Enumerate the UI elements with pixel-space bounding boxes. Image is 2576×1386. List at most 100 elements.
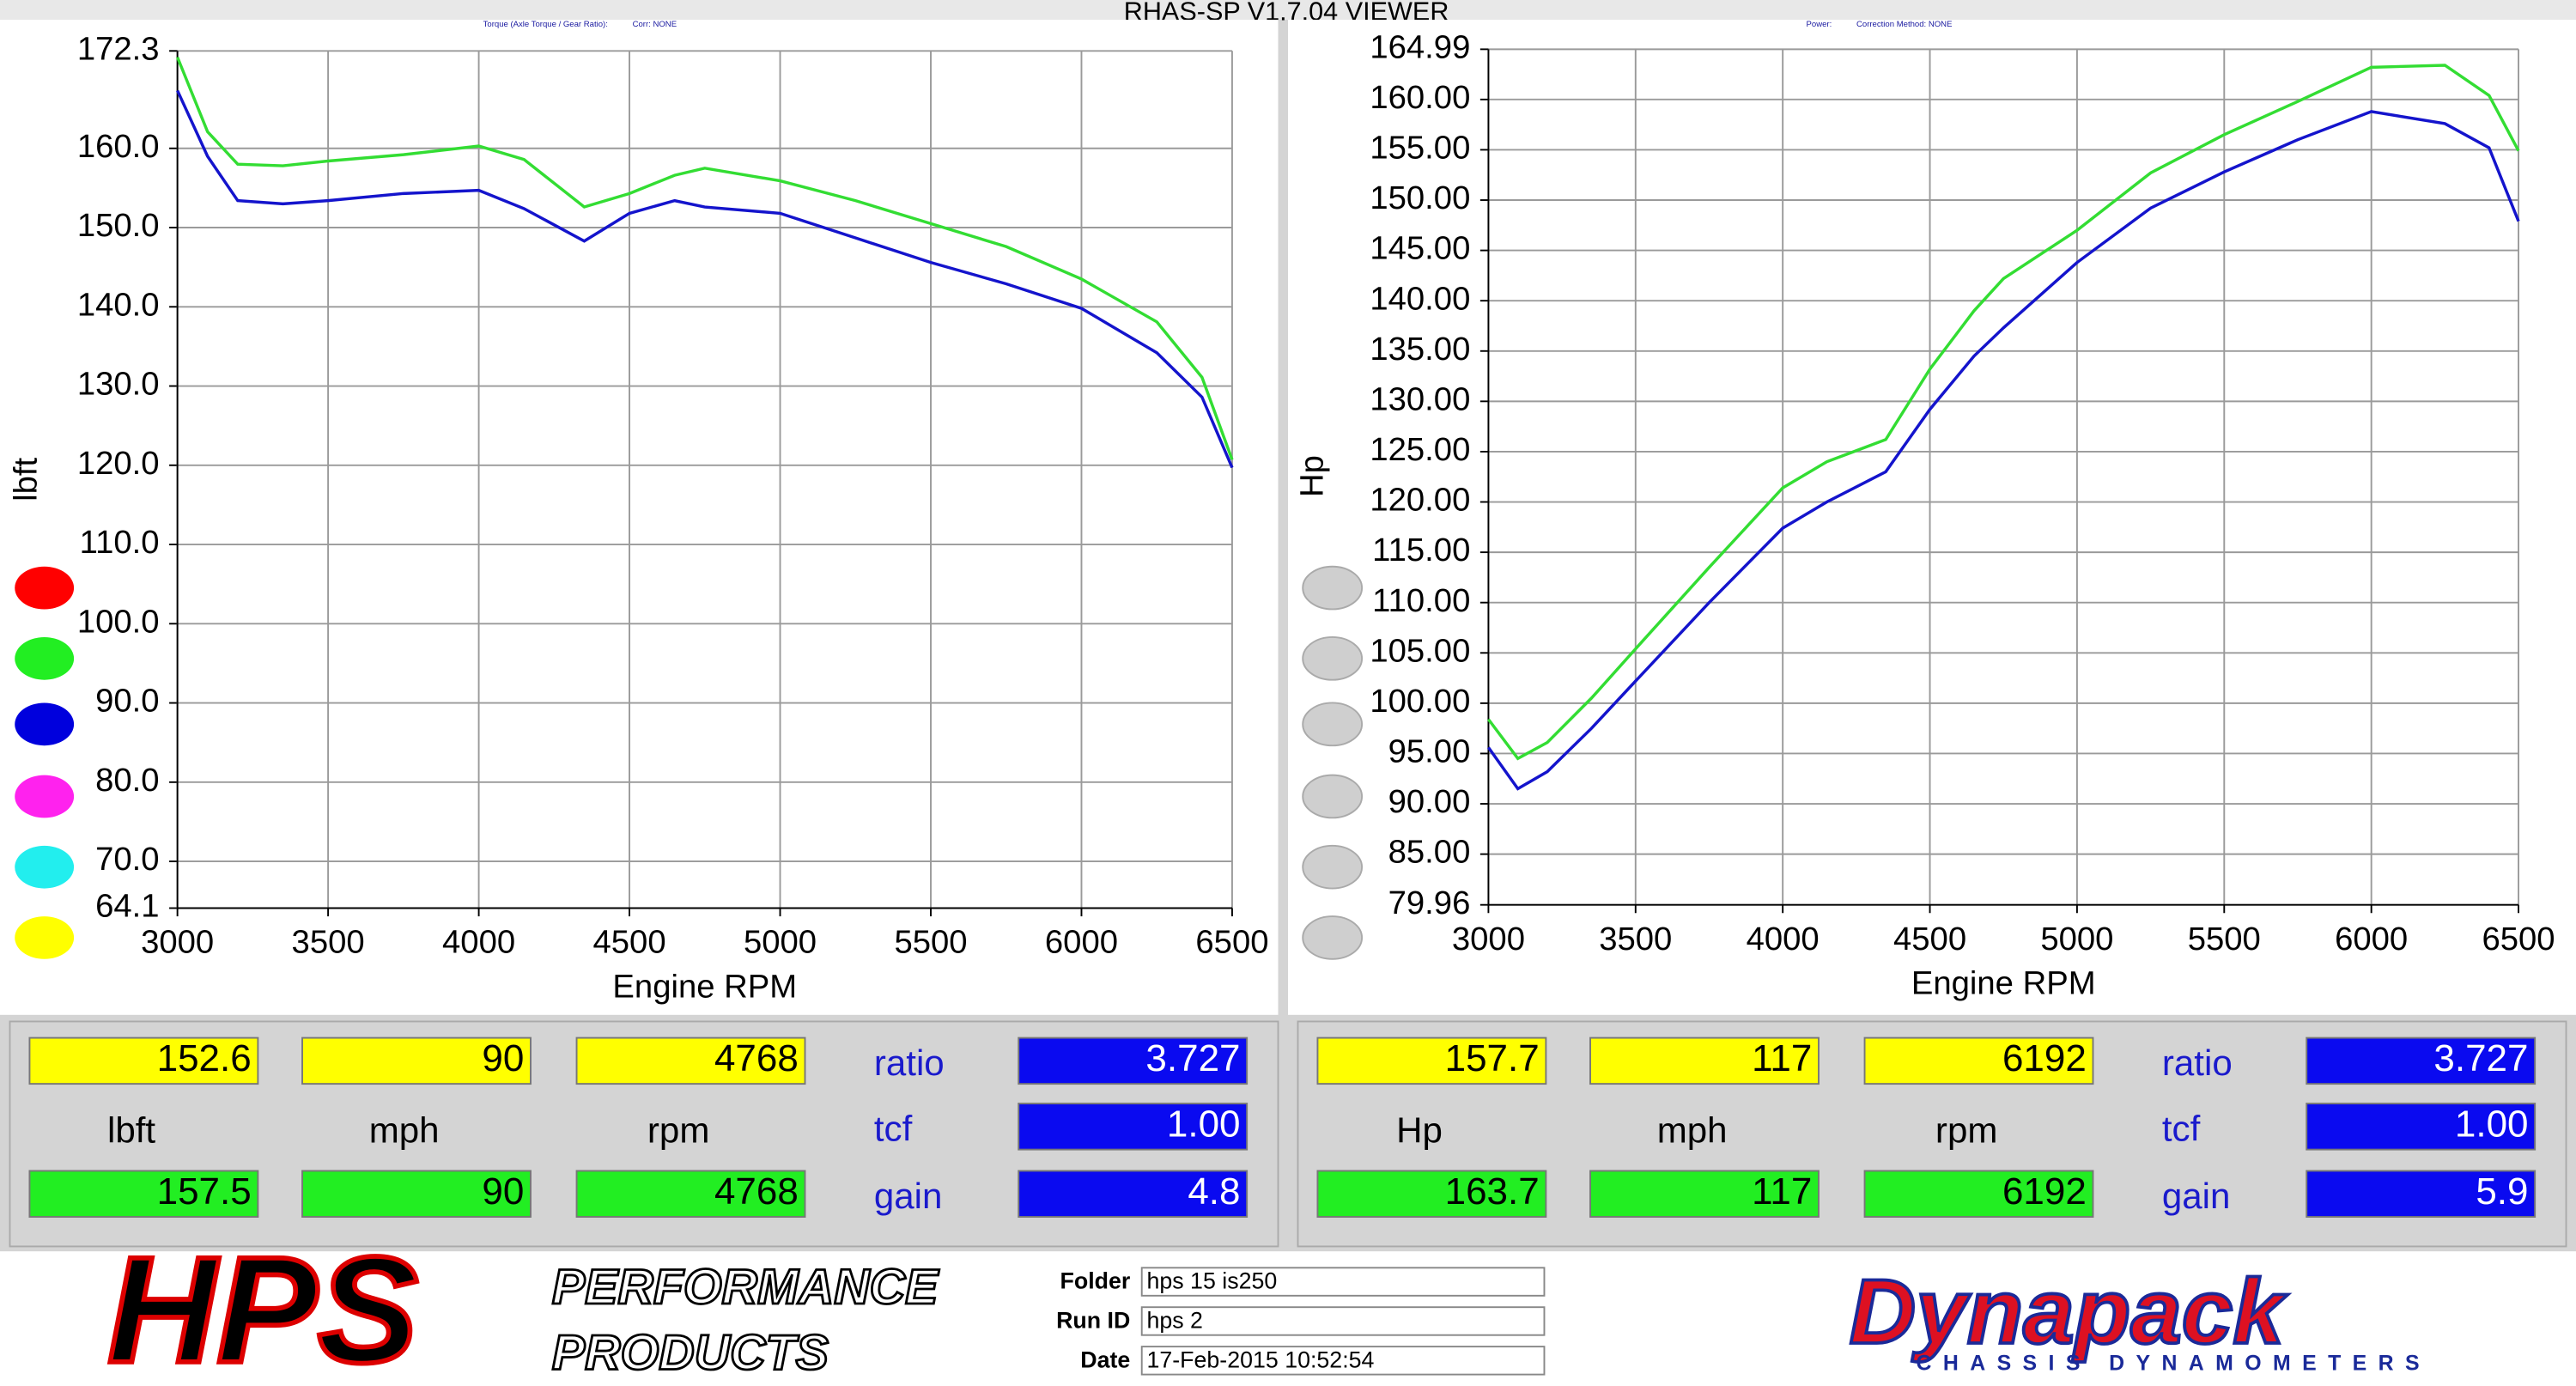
y-tick-label: 172.3 (77, 30, 160, 67)
readout-frame (1297, 1020, 2567, 1248)
readout-value: 157.7 (1445, 1037, 1540, 1079)
field-value: 17-Feb-2015 10:52:54 (1146, 1346, 1374, 1372)
legend-dot[interactable] (1302, 774, 1364, 819)
series-line (176, 57, 1234, 460)
legend-dot[interactable] (1302, 844, 1364, 890)
y-tick-label: 135.00 (1370, 331, 1470, 368)
param-value: 1.00 (2455, 1103, 2529, 1145)
legend-dot[interactable] (15, 566, 75, 610)
readout-value: 163.7 (1445, 1170, 1540, 1213)
readout-value: 117 (1752, 1037, 1812, 1079)
readout-box (1316, 1170, 1547, 1218)
readout-box (1863, 1036, 2094, 1085)
param-box (1018, 1103, 1249, 1151)
x-axis-label: Engine RPM (1911, 965, 2096, 1002)
y-tick-label: 120.0 (77, 445, 160, 482)
field-label: Run ID (1056, 1308, 1130, 1334)
chart: Power: Correction Method: NONE 79.96 85.00 9… (1294, 20, 2555, 1001)
y-tick-label: 145.00 (1370, 230, 1470, 267)
param-value: 3.727 (2433, 1037, 2528, 1079)
y-tick-label: 95.00 (1388, 733, 1471, 770)
field-label: Folder (1060, 1268, 1131, 1294)
field-box (1140, 1267, 1546, 1297)
series-line (176, 89, 1234, 469)
param-label: gain (2162, 1176, 2231, 1216)
brand: Dynapack (1850, 1260, 2289, 1363)
param-label: gain (874, 1176, 943, 1216)
y-tick-label: 105.00 (1370, 632, 1470, 669)
logo: HPS (107, 1226, 418, 1386)
param-box (2306, 1103, 2537, 1151)
param-box (1018, 1036, 1249, 1085)
x-tick-label: 5500 (2188, 921, 2261, 957)
chart-subtitle: Correction Method: NONE (1856, 20, 1952, 29)
x-tick-label: 6500 (2482, 921, 2555, 957)
right-panel (1288, 19, 2576, 1015)
legend-dot[interactable] (15, 845, 75, 889)
hps-logo: HPS PERFORMANCE PRODUCTS (105, 1224, 940, 1386)
readout-value: 4768 (714, 1037, 799, 1079)
x-axis-label: Engine RPM (612, 968, 797, 1005)
y-tick-label: 120.00 (1370, 482, 1470, 519)
readout-box (28, 1170, 259, 1218)
y-tick-label: 150.0 (77, 207, 160, 244)
readout-unit: Hp (1396, 1110, 1443, 1151)
x-tick-label: 3500 (292, 924, 365, 961)
right-legend-dots (1302, 565, 1364, 960)
legend-dot[interactable] (15, 916, 75, 959)
readout-box (1316, 1036, 1547, 1085)
readout-value: 4768 (714, 1170, 799, 1213)
brand-sub: CHASSIS DYNAMOMETERS (1917, 1352, 2431, 1376)
legend-dot[interactable] (15, 702, 75, 746)
y-tick-label: 164.99 (1370, 28, 1470, 65)
legend-dot[interactable] (1302, 702, 1364, 747)
legend-dot[interactable] (15, 636, 75, 680)
legend-dot[interactable] (1302, 636, 1364, 681)
legend-dot[interactable] (1302, 565, 1364, 611)
param-label: ratio (874, 1043, 945, 1083)
y-tick-label: 160.00 (1370, 79, 1470, 116)
y-tick-label: 140.0 (77, 286, 160, 323)
readout-unit: lbft (107, 1110, 155, 1151)
dynapack-logo: Dynapack CHASSIS DYNAMOMETERS (1848, 1258, 2431, 1376)
readout-unit: rpm (647, 1110, 709, 1151)
chart-title: Torque (Axle Torque / Gear Ratio): (483, 20, 608, 29)
readout-box (301, 1170, 532, 1218)
readout-unit: mph (1657, 1110, 1728, 1151)
param-box (1018, 1170, 1249, 1218)
param-value: 4.8 (1188, 1170, 1240, 1213)
x-tick-label: 4000 (1747, 921, 1820, 957)
y-tick-label: 130.00 (1370, 380, 1470, 417)
y-tick-label: 110.0 (80, 524, 160, 561)
left-legend-dots (15, 566, 75, 959)
readout-unit: mph (369, 1110, 440, 1151)
x-tick-label: 6000 (1045, 924, 1118, 961)
param-label: tcf (874, 1109, 913, 1149)
legend-dot[interactable] (1302, 915, 1364, 960)
series-line (1487, 64, 2520, 761)
legend-dot[interactable] (15, 775, 75, 818)
y-tick-label: 150.00 (1370, 179, 1470, 216)
field-box (1140, 1306, 1546, 1336)
y-tick-label: 100.00 (1370, 683, 1470, 720)
readout-value: 117 (1752, 1170, 1812, 1213)
x-tick-label: 3000 (1452, 921, 1525, 957)
param-box (2306, 1036, 2537, 1085)
readout-unit: rpm (1935, 1110, 1997, 1151)
readout-value: 90 (482, 1037, 524, 1079)
chart-subtitle: Corr: NONE (633, 20, 677, 29)
logo-line: PERFORMANCE (552, 1260, 939, 1315)
field-value: hps 15 is250 (1146, 1268, 1277, 1294)
y-tick-label: 130.0 (77, 366, 160, 403)
x-tick-label: 5000 (744, 924, 817, 961)
y-axis-label: Hp (1294, 455, 1331, 497)
param-label: ratio (2162, 1043, 2233, 1083)
param-value: 5.9 (2476, 1170, 2528, 1213)
readout-value: 90 (482, 1170, 524, 1213)
readout-box (1589, 1170, 1820, 1218)
title-bar (0, 0, 2576, 20)
y-tick-label: 115.00 (1372, 532, 1470, 568)
field-value: hps 2 (1146, 1308, 1203, 1334)
readout-value: 6192 (2002, 1037, 2087, 1079)
